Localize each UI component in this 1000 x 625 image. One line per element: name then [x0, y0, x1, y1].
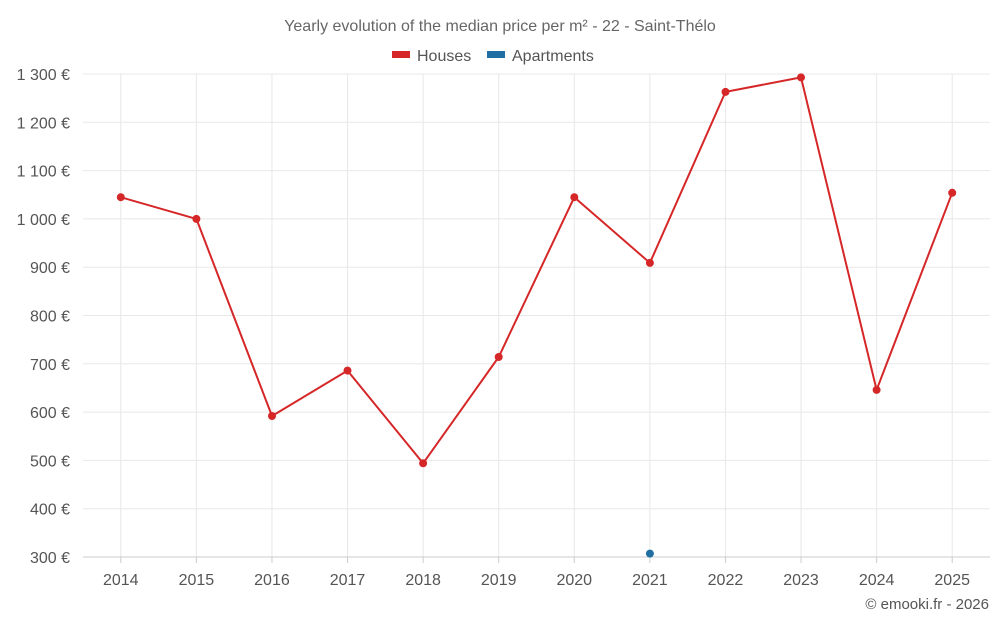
legend-item-apartments[interactable]: Apartments [487, 48, 594, 65]
grid [83, 73, 990, 558]
series [116, 73, 957, 558]
x-tick-label: 2018 [405, 572, 441, 589]
y-tick-label: 400 € [30, 502, 70, 519]
data-point-apartments[interactable] [645, 549, 654, 558]
x-tick-label: 2025 [934, 572, 970, 589]
data-point-houses[interactable] [419, 459, 428, 468]
x-tick-label: 2021 [632, 572, 668, 589]
legend-swatch-apartments [487, 51, 505, 58]
chart-title: Yearly evolution of the median price per… [284, 18, 716, 35]
x-tick-label: 2015 [179, 572, 215, 589]
axes: 300 € 400 € 500 € 600 € 700 € 800 € 900 € 1 000… [17, 67, 990, 589]
legend-item-houses[interactable]: Houses [392, 48, 471, 65]
y-tick-label: 800 € [30, 309, 70, 326]
legend-label-apartments: Apartments [512, 48, 594, 65]
y-tick-label: 1 200 € [17, 115, 70, 132]
x-tick-label: 2014 [103, 572, 139, 589]
data-point-houses[interactable] [721, 87, 730, 96]
y-tick-label: 900 € [30, 260, 70, 277]
legend: Houses Apartments [392, 48, 594, 65]
y-tick-label: 700 € [30, 357, 70, 374]
legend-swatch-houses [392, 51, 410, 58]
series-line-houses [120, 76, 954, 465]
data-point-houses[interactable] [494, 353, 503, 361]
x-tick-label: 2023 [783, 572, 819, 589]
data-point-houses[interactable] [645, 258, 654, 267]
x-tick-label: 2019 [481, 572, 517, 589]
y-tick-label: 600 € [30, 405, 70, 422]
y-tick-label: 1 300 € [17, 67, 70, 84]
y-tick-label: 300 € [30, 550, 70, 567]
x-tick-label: 2024 [859, 572, 895, 589]
data-point-houses[interactable] [343, 366, 352, 375]
x-tick-label: 2022 [708, 572, 744, 589]
credit-text: © emooki.fr - 2026 [865, 596, 989, 613]
data-point-houses[interactable] [570, 193, 579, 202]
y-tick-label: 1 100 € [17, 164, 70, 181]
y-tick-label: 1 000 € [17, 212, 70, 229]
data-point-houses[interactable] [948, 188, 957, 197]
y-tick-label: 500 € [30, 453, 70, 470]
x-tick-label: 2020 [556, 572, 592, 589]
data-point-houses[interactable] [192, 214, 201, 223]
data-point-houses[interactable] [797, 73, 805, 82]
data-point-houses[interactable] [872, 385, 881, 394]
legend-label-houses: Houses [417, 48, 471, 65]
x-tick-label: 2017 [330, 572, 366, 589]
data-point-houses[interactable] [268, 412, 276, 420]
x-tick-label: 2016 [254, 572, 290, 589]
data-point-houses[interactable] [116, 193, 125, 202]
